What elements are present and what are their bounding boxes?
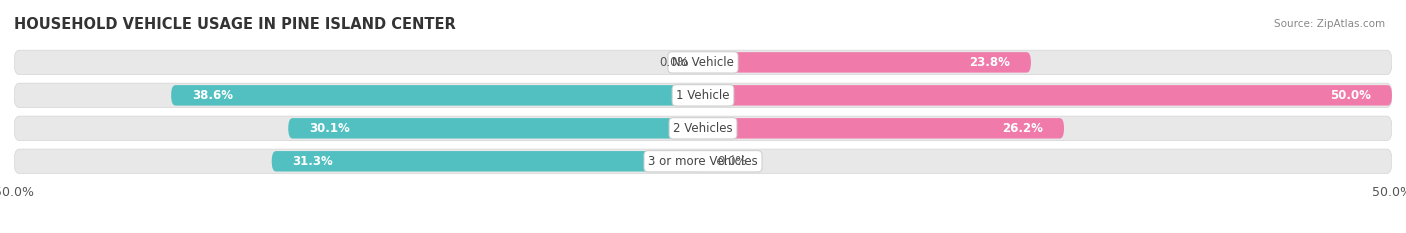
FancyBboxPatch shape: [14, 116, 1392, 140]
FancyBboxPatch shape: [14, 83, 1392, 108]
Text: 30.1%: 30.1%: [309, 122, 350, 135]
Text: 23.8%: 23.8%: [969, 56, 1011, 69]
Text: No Vehicle: No Vehicle: [672, 56, 734, 69]
FancyBboxPatch shape: [172, 85, 703, 106]
Text: 0.0%: 0.0%: [659, 56, 689, 69]
FancyBboxPatch shape: [271, 151, 703, 171]
FancyBboxPatch shape: [288, 118, 703, 139]
Text: Source: ZipAtlas.com: Source: ZipAtlas.com: [1274, 19, 1385, 29]
FancyBboxPatch shape: [703, 118, 1064, 139]
Text: 2 Vehicles: 2 Vehicles: [673, 122, 733, 135]
FancyBboxPatch shape: [14, 50, 1392, 75]
FancyBboxPatch shape: [703, 85, 1392, 106]
Text: 0.0%: 0.0%: [717, 155, 747, 168]
Legend: Owner-occupied, Renter-occupied: Owner-occupied, Renter-occupied: [567, 229, 839, 233]
Text: 3 or more Vehicles: 3 or more Vehicles: [648, 155, 758, 168]
Text: 50.0%: 50.0%: [1330, 89, 1371, 102]
Text: 26.2%: 26.2%: [1002, 122, 1043, 135]
FancyBboxPatch shape: [703, 52, 1031, 73]
Text: 1 Vehicle: 1 Vehicle: [676, 89, 730, 102]
Text: 38.6%: 38.6%: [191, 89, 233, 102]
Text: HOUSEHOLD VEHICLE USAGE IN PINE ISLAND CENTER: HOUSEHOLD VEHICLE USAGE IN PINE ISLAND C…: [14, 17, 456, 32]
FancyBboxPatch shape: [14, 149, 1392, 174]
Text: 31.3%: 31.3%: [292, 155, 333, 168]
